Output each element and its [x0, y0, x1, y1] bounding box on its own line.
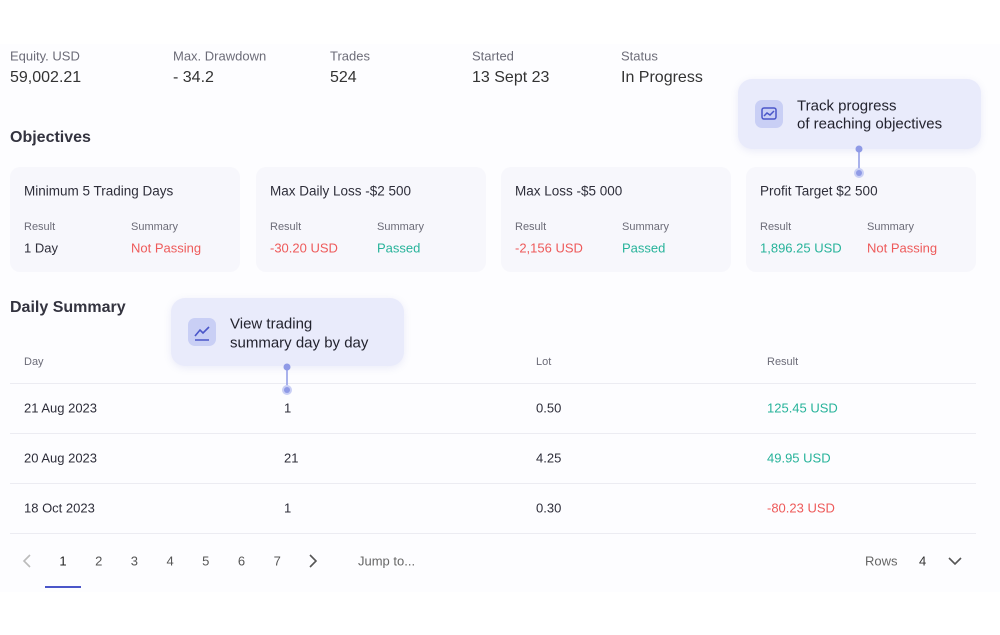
stat-label: Equity. USD — [10, 48, 80, 64]
tooltip: View trading summary day by day — [171, 298, 404, 366]
card-title: Profit Target $2 500 — [760, 183, 878, 199]
stat-value: 524 — [330, 69, 357, 86]
table-cell: 1 — [284, 400, 292, 416]
card-title: Max Loss -$5 000 — [515, 183, 623, 199]
section-title: Daily Summary — [10, 299, 126, 316]
row-divider — [10, 483, 976, 484]
field-label: Summary — [377, 221, 425, 233]
row-divider — [10, 433, 976, 434]
table-cell: 21 — [284, 450, 299, 466]
table-cell: 0.50 — [536, 400, 562, 416]
stat-value: In Progress — [621, 69, 703, 86]
row-divider — [10, 533, 976, 534]
tooltip-text: of reaching objectives — [797, 115, 943, 133]
icon — [194, 326, 210, 341]
rows-dropdown[interactable] — [947, 553, 963, 569]
page-number[interactable]: 5 — [202, 553, 210, 569]
stat-value: 13 Sept 23 — [472, 69, 550, 86]
field-label: Summary — [131, 221, 179, 233]
column-header: Result — [767, 356, 799, 368]
field-label: Result — [515, 221, 547, 233]
table-cell: 1 — [284, 500, 292, 516]
page-number[interactable]: 3 — [130, 553, 139, 569]
stat-value: 59,002.21 — [10, 69, 82, 86]
table-cell: 20 Aug 2023 — [24, 450, 98, 466]
column-header: Day — [24, 356, 44, 368]
objective-card — [746, 167, 976, 272]
tooltip-text: View trading — [230, 315, 313, 333]
stat-value: - 34.2 — [173, 69, 214, 86]
icon — [761, 107, 777, 120]
section-title: Objectives — [10, 129, 91, 146]
field-label: Result — [760, 221, 792, 233]
row-divider — [10, 383, 976, 384]
field-label: Summary — [622, 221, 670, 233]
prev-page[interactable] — [20, 553, 36, 569]
field-value: -30.20 USD — [270, 240, 338, 256]
objective-card — [256, 167, 486, 272]
page-number[interactable]: 4 — [166, 553, 174, 569]
column-header: Lot — [536, 356, 552, 368]
objective-card — [501, 167, 731, 272]
rows-label: Rows — [865, 553, 898, 569]
chart-icon — [755, 100, 783, 128]
tooltip: Track progress of reaching objectives — [738, 79, 981, 149]
stat-label: Trades — [330, 48, 370, 64]
field-value: 1 Day — [24, 240, 58, 256]
table-cell: 21 Aug 2023 — [24, 400, 98, 416]
card-title: Max Daily Loss -$2 500 — [270, 183, 412, 199]
field-value: Not Passing — [131, 240, 202, 256]
stat-label: Started — [472, 48, 514, 64]
field-label: Result — [24, 221, 56, 233]
page-number[interactable]: 7 — [273, 553, 281, 569]
page-number[interactable]: 2 — [95, 553, 103, 569]
table-cell: 18 Oct 2023 — [24, 500, 95, 516]
rows-value[interactable]: 4 — [919, 553, 927, 569]
stat-label: Status — [621, 48, 658, 64]
page-number[interactable]: 1 — [59, 553, 67, 569]
page-number[interactable]: 6 — [237, 553, 246, 569]
field-value: 1,896.25 USD — [760, 240, 842, 256]
tooltip-text: Track progress — [797, 97, 897, 115]
field-value: -2,156 USD — [515, 240, 583, 256]
stat-label: Max. Drawdown — [173, 48, 267, 64]
tooltip-text: summary day by day — [230, 334, 369, 352]
field-label: Result — [270, 221, 302, 233]
table-cell: -80.23 USD — [767, 500, 835, 516]
field-value: Passed — [377, 240, 421, 256]
table-cell: 0.30 — [536, 500, 562, 516]
table-cell: 49.95 USD — [767, 450, 831, 466]
field-label: Summary — [867, 221, 915, 233]
field-value: Passed — [622, 240, 666, 256]
table-cell: 4.25 — [536, 450, 562, 466]
chart-icon — [188, 318, 216, 346]
jump-to[interactable]: Jump to... — [358, 553, 416, 569]
field-value: Not Passing — [867, 240, 938, 256]
next-page[interactable] — [304, 553, 320, 569]
active-page-indicator — [45, 586, 81, 588]
objective-card — [10, 167, 240, 272]
card-title: Minimum 5 Trading Days — [24, 183, 174, 199]
table-cell: 125.45 USD — [767, 400, 838, 416]
